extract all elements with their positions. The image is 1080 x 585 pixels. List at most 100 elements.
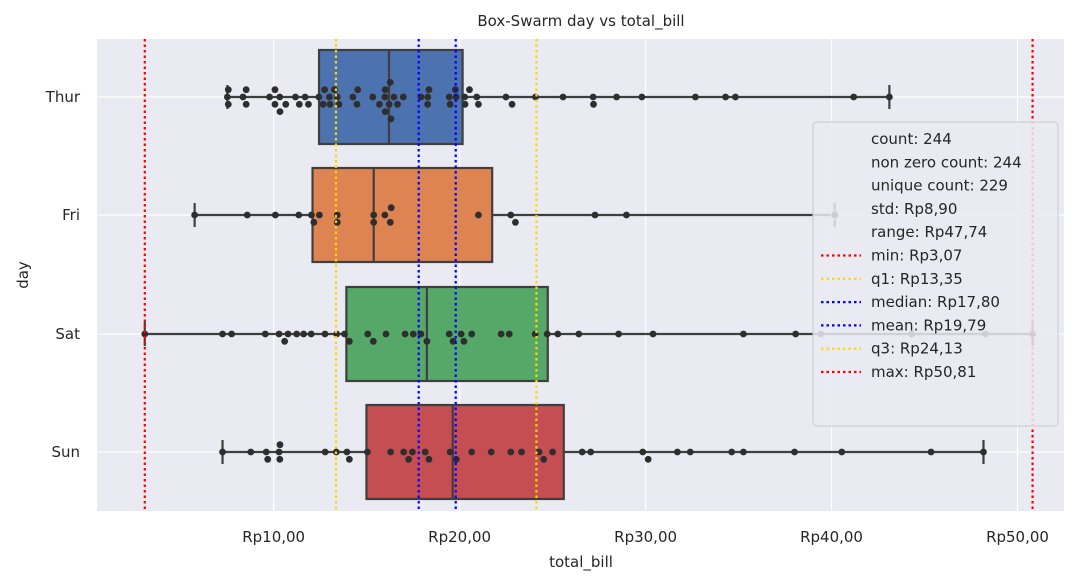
swarm-point <box>487 448 495 456</box>
legend-entry: median: Rp17,80 <box>871 293 1000 311</box>
swarm-point <box>740 448 747 456</box>
swarm-point <box>386 218 394 226</box>
y-tick-label: Sun <box>51 443 80 461</box>
swarm-point <box>242 100 250 108</box>
legend-stat: unique count: 229 <box>871 177 1008 195</box>
swarm-point <box>141 330 149 338</box>
swarm-point <box>623 211 630 219</box>
legend-entry: q1: Rp13,35 <box>871 270 963 288</box>
swarm-point <box>405 455 413 463</box>
swarm-point <box>446 448 454 456</box>
swarm-point <box>293 330 301 338</box>
swarm-point <box>354 86 362 94</box>
swarm-point <box>578 448 586 456</box>
swarm-point <box>421 448 429 456</box>
swarm-point <box>364 330 372 338</box>
chart-title: Box-Swarm day vs total_bill <box>477 12 684 31</box>
legend-stat: range: Rp47,74 <box>871 223 987 241</box>
swarm-point <box>590 100 597 108</box>
swarm-point <box>425 86 433 94</box>
swarm-point <box>468 330 476 338</box>
swarm-point <box>349 93 357 101</box>
reference-lines-layer <box>143 39 1034 511</box>
swarm-point <box>673 448 681 456</box>
swarm-point <box>228 330 236 338</box>
x-axis-label: total_bill <box>549 553 613 572</box>
swarm-point <box>446 100 454 108</box>
swarm-point <box>262 448 270 456</box>
legend-entry: mean: Rp19,79 <box>871 316 986 334</box>
box-fri <box>311 166 494 264</box>
swarm-point <box>543 330 551 338</box>
swarm-point <box>316 211 323 219</box>
swarm-point <box>394 100 401 108</box>
swarm-point <box>381 86 389 94</box>
legend-box <box>812 121 1059 427</box>
swarm-point <box>242 86 250 94</box>
swarm-point <box>692 93 699 101</box>
swarm-point <box>295 100 303 108</box>
swarm-point <box>425 455 433 463</box>
swarm-point <box>639 448 647 456</box>
y-axis-label: day <box>14 261 32 289</box>
y-tick-label: Fri <box>62 206 80 224</box>
swarm-point <box>554 330 562 338</box>
swarm-point <box>386 79 394 86</box>
swarm-point <box>732 93 739 101</box>
swarm-point <box>326 93 333 101</box>
swarm-point <box>369 337 377 345</box>
swarm-point <box>381 108 389 115</box>
swarm-point <box>292 93 299 101</box>
swarm-point <box>305 100 312 108</box>
swarm-point <box>219 448 226 456</box>
swarm-point <box>980 448 987 456</box>
swarm-point <box>382 330 390 338</box>
swarm-point <box>686 448 694 456</box>
swarm-point <box>343 448 351 456</box>
x-tick-label: Rp30,00 <box>614 528 677 546</box>
swarm-point <box>460 337 468 345</box>
swarm-point <box>247 448 255 456</box>
swarm-point <box>613 93 620 101</box>
swarm-point <box>400 448 408 456</box>
swarm-point <box>381 93 389 101</box>
y-tick-label: Sat <box>55 325 80 343</box>
swarm-point <box>370 218 378 226</box>
swarm-point <box>381 211 389 219</box>
swarm-point <box>376 100 383 108</box>
swarm-point <box>408 448 416 456</box>
swarm-point <box>457 330 465 338</box>
swarm-point <box>575 330 583 338</box>
swarm-point <box>512 218 519 226</box>
x-tick-label: Rp20,00 <box>428 528 491 546</box>
swarm-point <box>369 93 377 101</box>
swarm-point <box>224 100 232 108</box>
swarm-point <box>927 448 935 456</box>
swarm-point <box>507 211 515 219</box>
swarm-point <box>445 93 453 101</box>
swarm-point <box>792 330 800 338</box>
swarm-point <box>549 448 557 456</box>
legend-entry: max: Rp50,81 <box>871 363 976 381</box>
x-tick-label: Rp40,00 <box>800 528 863 546</box>
swarm-point <box>390 93 398 101</box>
swarm-point <box>266 93 273 101</box>
swarm-point <box>466 86 473 94</box>
swarm-point <box>275 448 283 456</box>
swarm-point <box>638 93 646 101</box>
swarm-point <box>385 100 393 108</box>
swarm-point <box>271 100 279 108</box>
legend-stat: std: Rp8,90 <box>871 200 957 218</box>
swarm-point <box>644 455 652 463</box>
swarm-point <box>282 100 290 108</box>
swarm-point <box>409 330 417 338</box>
swarm-point <box>475 211 482 219</box>
swarm-point <box>461 100 469 108</box>
swarm-point <box>502 93 510 101</box>
tick-labels: Rp10,00 Rp20,00 Rp30,00 Rp40,00 Rp50,00 Thur F… <box>45 88 1049 546</box>
swarm-point <box>370 211 378 219</box>
swarm-point <box>341 330 348 338</box>
swarm-point <box>335 100 343 108</box>
swarm-point <box>243 211 251 219</box>
